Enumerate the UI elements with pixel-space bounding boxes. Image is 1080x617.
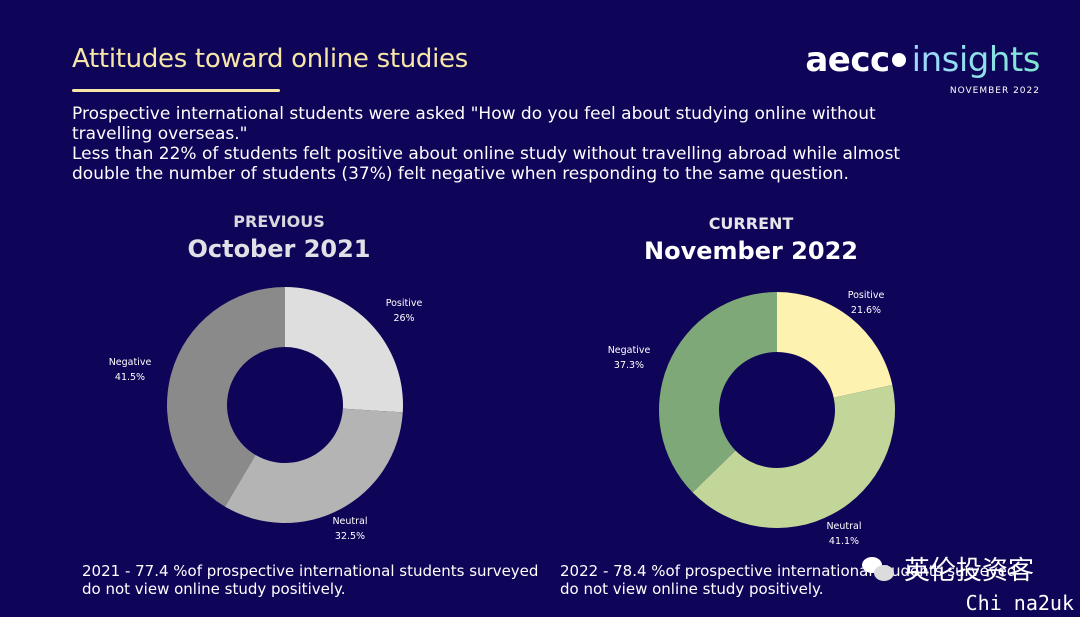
logo-brand: aecc — [805, 40, 890, 80]
intro-text: Prospective international students were … — [72, 104, 952, 184]
logo-product: insights — [911, 40, 1041, 80]
slice-negative — [659, 292, 777, 493]
slice-value-neutral: 41.1% — [829, 536, 859, 547]
chart-heading-previous: PREVIOUS October 2021 — [129, 212, 429, 263]
slice-value-negative: 37.3% — [614, 360, 644, 371]
slice-label-neutral: Neutral — [332, 516, 367, 527]
slice-value-positive: 21.6% — [851, 305, 881, 316]
title-underline — [72, 89, 280, 92]
slice-positive — [285, 287, 403, 413]
donut-chart-current: Positive 21.6% Neutral 41.1% Negative 37.3% — [608, 290, 895, 547]
slice-label-negative: Negative — [109, 357, 152, 368]
chart-heading-current: CURRENT November 2022 — [601, 214, 901, 265]
chart-label-current: CURRENT — [708, 214, 794, 233]
slice-neutral — [692, 384, 895, 528]
wechat-icon — [862, 555, 896, 583]
slice-neutral — [224, 408, 403, 523]
chart-title-previous: October 2021 — [187, 235, 371, 263]
aecc-insights-logo: aecc insights NOVEMBER 2022 — [805, 40, 1040, 96]
watermark: 英伦投资客 — [862, 550, 1034, 587]
chart-title-current: November 2022 — [644, 237, 858, 265]
watermark-bottom: Chi na2uk — [965, 591, 1074, 615]
footnote-current: 2022 - 78.4 %of prospective internationa… — [560, 562, 1017, 598]
footnote-previous: 2021 - 77.4 %of prospective internationa… — [82, 562, 539, 598]
intro-question: Prospective international students were … — [72, 104, 876, 144]
chart-label-previous: PREVIOUS — [233, 212, 325, 231]
slice-value-positive: 26% — [393, 313, 414, 324]
slice-value-neutral: 32.5% — [335, 531, 365, 542]
slice-positive — [777, 292, 893, 398]
slice-label-positive: Positive — [848, 290, 885, 301]
report-date: NOVEMBER 2022 — [949, 86, 1040, 96]
logo-dot-icon — [891, 53, 906, 67]
watermark-text: 英伦投资客 — [904, 556, 1035, 586]
slice-label-positive: Positive — [386, 298, 423, 309]
intro-finding: Less than 22% of students felt positive … — [72, 144, 901, 184]
slice-value-negative: 41.5% — [115, 372, 145, 383]
donut-chart-previous: Positive 26% Neutral 32.5% Negative 41.5% — [109, 287, 423, 542]
slice-label-neutral: Neutral — [826, 521, 861, 532]
slice-label-negative: Negative — [608, 345, 651, 356]
page-title: Attitudes toward online studies — [72, 44, 468, 74]
slice-negative — [166, 287, 285, 507]
